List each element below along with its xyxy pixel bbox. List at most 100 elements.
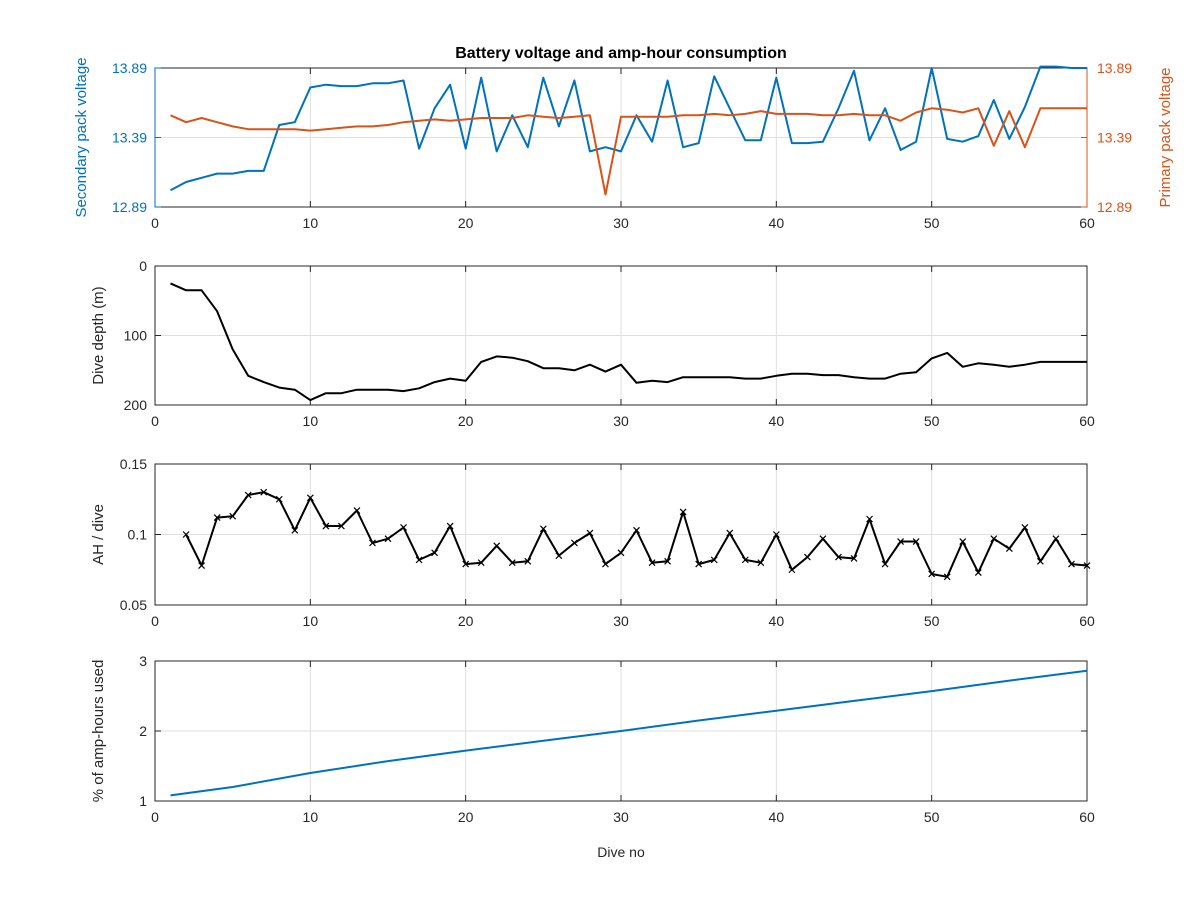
depth-x-tick-label: 60 <box>1079 413 1095 429</box>
amp-hours-y-tick-label: 3 <box>139 653 147 669</box>
ah-per-dive-data-point-marker <box>306 494 314 502</box>
ah-per-dive-data-point-marker <box>943 573 951 581</box>
ah-per-dive-y-tick-label: 0.15 <box>120 456 147 472</box>
voltage-x-tick-label: 0 <box>151 215 159 231</box>
amp-hours-x-tick-label: 10 <box>303 809 319 825</box>
amp-hours-x-tick-label: 50 <box>924 809 940 825</box>
voltage-x-tick-label: 60 <box>1079 215 1095 231</box>
panel-depth: 0 10 20 30 40 50 60 0 100 200 Dive depth (m) <box>90 258 1095 429</box>
ah-per-dive-data-point-marker <box>912 538 920 545</box>
ah-per-dive-data-point-marker <box>803 553 811 561</box>
ah-per-dive-data-point-marker <box>291 526 299 534</box>
amp-hours-y-axis-label: % of amp-hours used <box>90 660 107 803</box>
ah-per-dive-x-tick-label: 20 <box>458 613 474 629</box>
ah-per-dive-y-tick-label: 0.1 <box>128 527 148 543</box>
depth-y-axis-label: Dive depth (m) <box>90 286 107 384</box>
ah-per-dive-data-point-marker <box>710 556 718 564</box>
panel-amp-hours: 0 10 20 30 40 50 60 1 2 3 % of amp-hours used <box>90 653 1095 825</box>
ah-per-dive-data-point-marker <box>850 555 858 562</box>
ah-per-dive-data-point-marker <box>617 549 625 557</box>
ah-per-dive-data-point-marker <box>400 524 407 531</box>
ah-per-dive-data-point-marker <box>757 559 765 567</box>
depth-x-tick-label: 40 <box>769 413 785 429</box>
voltage-series-right-line <box>170 107 1087 196</box>
amp-hours-x-tick-label: 20 <box>458 809 474 825</box>
ah-per-dive-data-point-marker <box>260 488 268 496</box>
voltage-y-axis-label: Secondary pack voltage <box>73 57 90 217</box>
depth-x-tick-label: 10 <box>303 413 319 429</box>
voltage-x-tick-label: 50 <box>924 215 940 231</box>
panel-ah-per-dive: 0 10 20 30 40 50 60 0.05 0.1 0.15 AH / dive <box>90 456 1095 629</box>
ah-per-dive-data-point-marker <box>1021 524 1029 531</box>
ah-per-dive-x-tick-label: 50 <box>924 613 940 629</box>
voltage-y-tick-label: 12.89 <box>112 199 147 215</box>
depth-y-tick-label: 200 <box>124 397 148 413</box>
ah-per-dive-data-point-marker <box>369 539 376 547</box>
ah-per-dive-data-point-marker <box>664 557 672 565</box>
ah-per-dive-data-point-marker <box>928 570 936 578</box>
ah-per-dive-data-point-marker <box>1083 562 1091 569</box>
ah-per-dive-data-point-marker <box>1005 545 1013 553</box>
ah-per-dive-data-point-marker <box>384 535 392 543</box>
voltage-y-tick-label: 13.39 <box>112 130 147 146</box>
amp-hours-y-tick-label: 2 <box>139 723 147 739</box>
ah-per-dive-x-tick-label: 40 <box>769 613 785 629</box>
amp-hours-series-0-line <box>170 669 1088 797</box>
ah-per-dive-data-point-marker <box>881 560 889 568</box>
amp-hours-y-tick-label: 1 <box>139 793 147 809</box>
voltage-series-left-line <box>170 65 1087 192</box>
ah-per-dive-data-point-marker <box>431 549 439 557</box>
ah-per-dive-data-point-marker <box>570 539 578 547</box>
ah-per-dive-data-point-marker <box>244 491 252 499</box>
depth-series-0-line <box>170 282 1087 402</box>
depth-x-tick-label: 0 <box>151 413 159 429</box>
ah-per-dive-data-point-marker <box>1036 557 1044 565</box>
ah-per-dive-data-point-marker <box>1052 535 1060 543</box>
ah-per-dive-data-point-marker <box>198 562 206 569</box>
ah-per-dive-x-tick-label: 60 <box>1079 613 1095 629</box>
ah-per-dive-x-tick-label: 0 <box>151 613 159 629</box>
ah-per-dive-data-point-marker <box>539 525 547 533</box>
ah-per-dive-data-point-marker <box>633 526 640 534</box>
voltage-x-tick-label: 10 <box>303 215 319 231</box>
ah-per-dive-data-point-marker <box>897 538 905 545</box>
voltage-right-y-tick-label: 13.39 <box>1097 130 1132 146</box>
x-axis-label: Dive no <box>597 844 645 860</box>
ah-per-dive-data-point-marker <box>695 560 703 568</box>
ah-per-dive-data-point-marker <box>477 559 485 567</box>
ah-per-dive-data-point-marker <box>679 508 687 516</box>
ah-per-dive-data-point-marker <box>726 529 734 537</box>
ah-per-dive-data-point-marker <box>741 556 749 564</box>
depth-y-tick-label: 0 <box>139 258 147 274</box>
ah-per-dive-data-point-marker <box>415 556 423 564</box>
voltage-right-y-tick-label: 13.89 <box>1097 60 1132 76</box>
ah-per-dive-x-tick-label: 10 <box>303 613 319 629</box>
ah-per-dive-x-tick-label: 30 <box>613 613 629 629</box>
ah-per-dive-data-point-marker <box>229 512 237 520</box>
ah-per-dive-data-point-marker <box>322 522 330 530</box>
ah-per-dive-data-point-marker <box>1068 560 1075 568</box>
voltage-x-tick-label: 40 <box>769 215 785 231</box>
ah-per-dive-data-point-marker <box>493 542 501 550</box>
voltage-x-tick-label: 20 <box>458 215 474 231</box>
amp-hours-x-tick-label: 30 <box>613 809 629 825</box>
ah-per-dive-data-point-marker <box>788 566 796 574</box>
ah-per-dive-data-point-marker <box>275 495 283 503</box>
ah-per-dive-y-tick-label: 0.05 <box>120 597 147 613</box>
amp-hours-x-tick-label: 0 <box>151 809 159 825</box>
ah-per-dive-data-point-marker <box>990 535 998 543</box>
ah-per-dive-data-point-marker <box>648 559 656 567</box>
voltage-x-tick-label: 30 <box>613 215 629 231</box>
depth-x-tick-label: 20 <box>458 413 474 429</box>
ah-per-dive-data-point-marker <box>462 560 470 568</box>
figure-title: Battery voltage and amp-hour consumption <box>455 45 787 62</box>
ah-per-dive-data-point-marker <box>353 507 361 514</box>
depth-x-tick-label: 50 <box>924 413 940 429</box>
voltage-y-tick-label: 13.89 <box>112 60 147 76</box>
voltage-right-y-tick-label: 12.89 <box>1097 199 1132 215</box>
ah-per-dive-y-axis-label: AH / dive <box>90 504 107 565</box>
ah-per-dive-data-point-marker <box>586 529 594 537</box>
